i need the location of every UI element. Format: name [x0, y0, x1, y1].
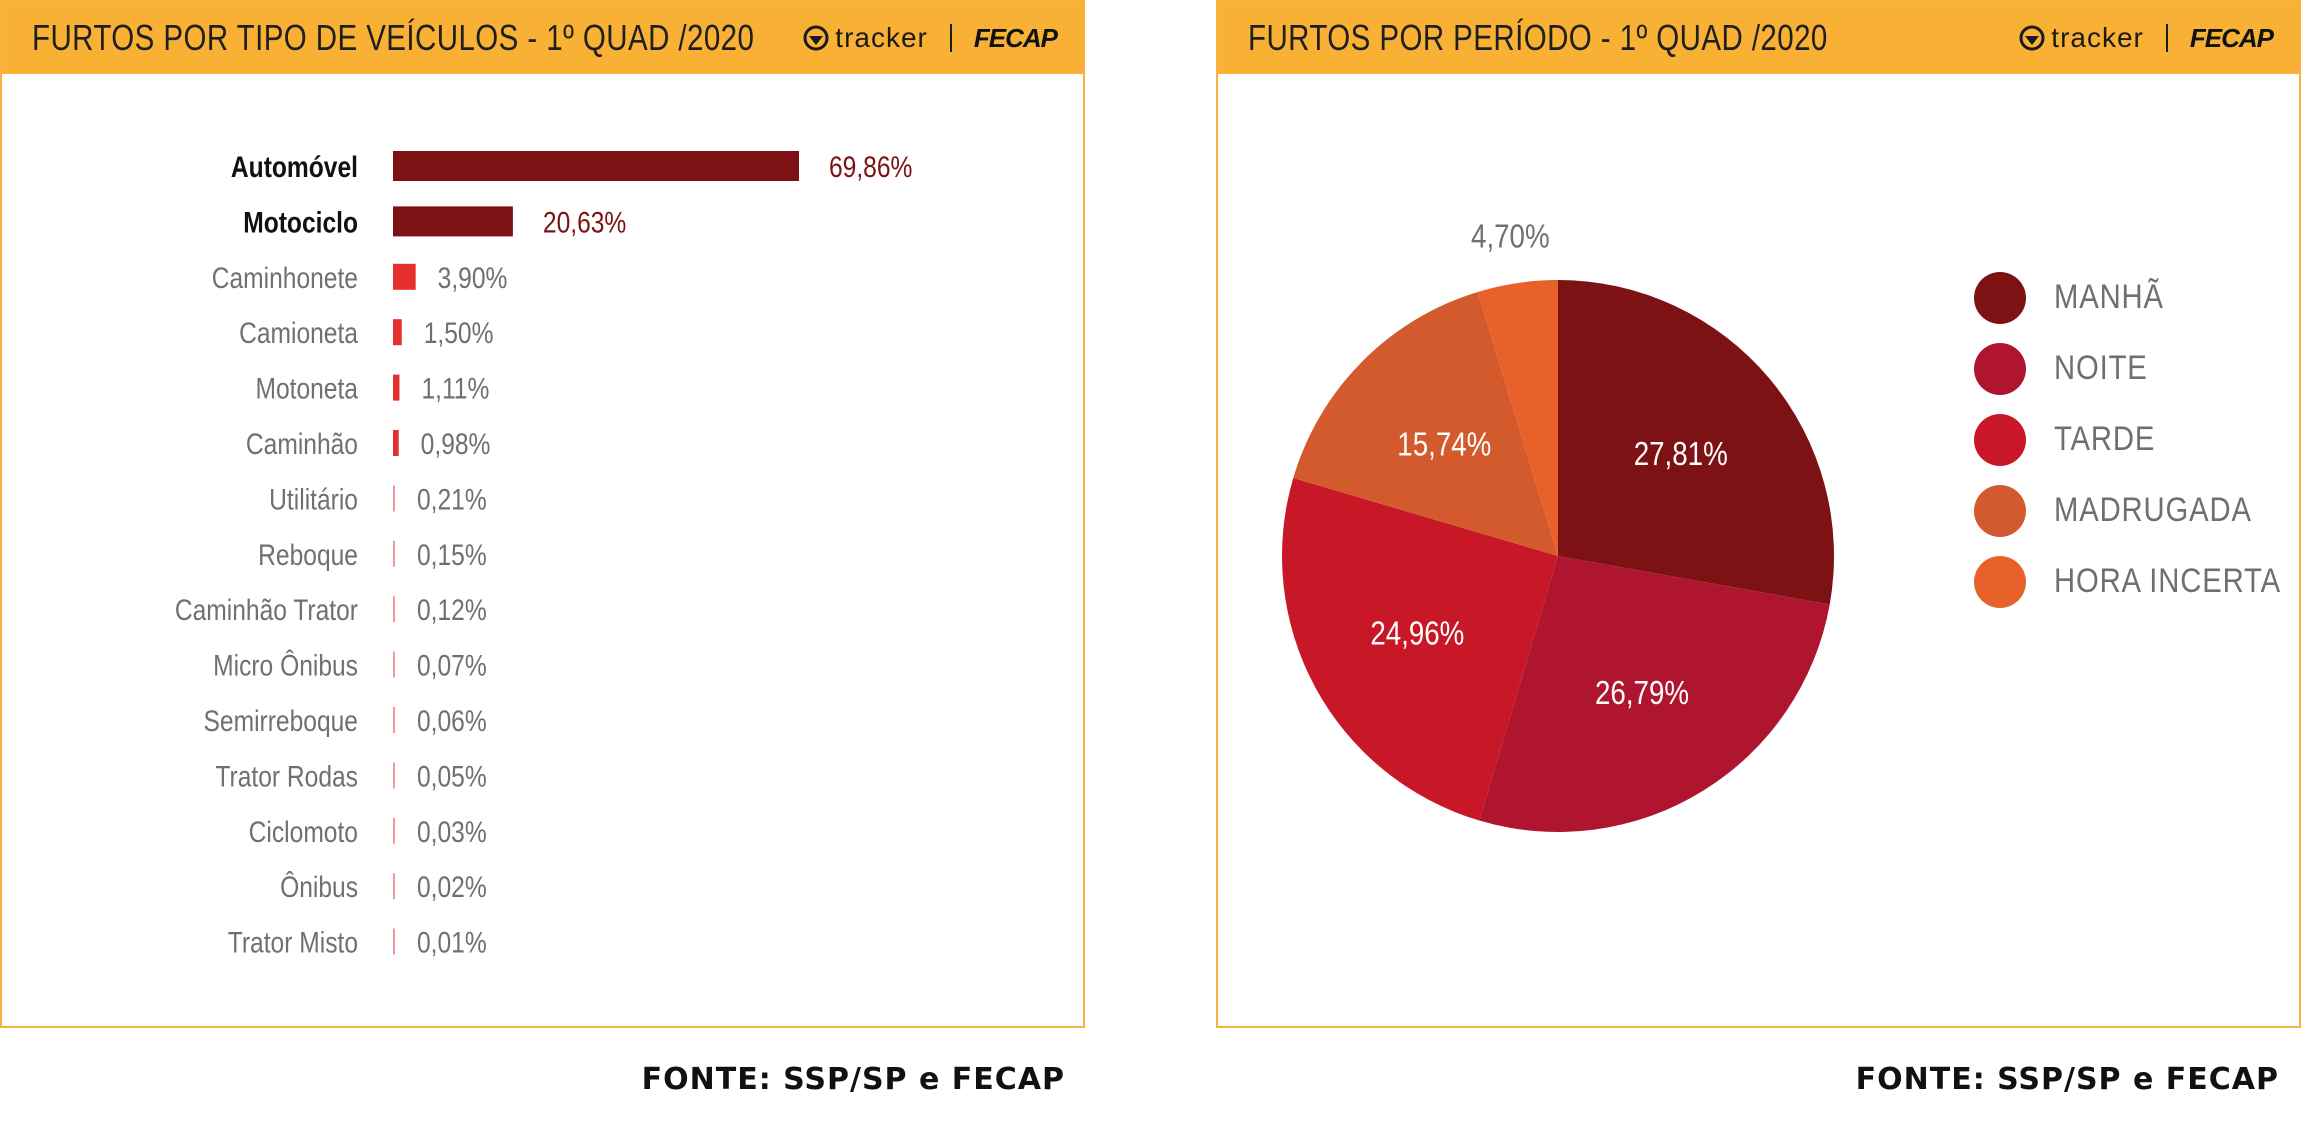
legend-item: MANHÃ [1974, 262, 2301, 333]
bar [393, 430, 399, 456]
slice-label: 24,96% [1370, 615, 1464, 652]
partner-logo: FECAP [2189, 22, 2274, 53]
bar [393, 762, 395, 789]
bar [393, 485, 395, 512]
source-note: FONTE: SSP/SP e FECAP [1855, 1062, 2279, 1097]
category-label: Caminhão [246, 427, 358, 461]
legend-label: TARDE [2054, 420, 2156, 458]
category-label: Semirreboque [204, 704, 358, 738]
data-label: 0,06% [417, 704, 487, 738]
partner-logo: FECAP [973, 22, 1058, 53]
data-label: 0,01% [417, 925, 487, 959]
pie-chart: 27,81% 26,79% 24,96% 15,74% 4,70% [1282, 218, 1834, 832]
panel-header: FURTOS POR PERÍODO - 1º QUAD /2020 track… [1218, 2, 2299, 74]
brand-divider [2165, 24, 2168, 52]
brand-divider [949, 24, 952, 52]
legend-swatch [1974, 413, 2026, 466]
source-note: FONTE: SSP/SP e FECAP [641, 1062, 1065, 1097]
pie-slice [1282, 477, 1558, 821]
slice-label: 15,74% [1397, 426, 1491, 463]
panel-header: FURTOS POR TIPO DE VEÍCULOS - 1º QUAD /2… [2, 2, 1083, 74]
category-label: Utilitário [269, 482, 358, 516]
data-label: 0,98% [421, 427, 491, 461]
category-label: Caminhonete [212, 260, 358, 294]
pie-legend: MANHÃ NOITE TARDE MADRUGADA HORA INCERTA [1974, 262, 2301, 617]
chart-title: FURTOS POR PERÍODO - 1º QUAD /2020 [1248, 17, 1828, 58]
category-label: Motoneta [255, 371, 358, 405]
slice-label: 4,70% [1471, 218, 1550, 255]
slice-label: 27,81% [1634, 436, 1728, 473]
bar [393, 873, 395, 900]
category-label: Automóvel [231, 150, 358, 184]
pie-slice [1293, 291, 1558, 556]
data-label: 1,50% [424, 316, 494, 350]
category-label: Micro Ônibus [213, 648, 358, 682]
bar [393, 651, 395, 678]
legend-item: HORA INCERTA [1974, 546, 2301, 617]
bar [393, 596, 395, 623]
category-label: Ônibus [280, 870, 358, 904]
bar [393, 817, 395, 844]
chart-title: FURTOS POR TIPO DE VEÍCULOS - 1º QUAD /2… [32, 17, 755, 58]
bar-chart: Automóvel 69,86% Motociclo 20,63% Caminhonet… [175, 150, 913, 960]
bar [393, 151, 799, 181]
pie-slice [1558, 280, 1834, 605]
legend-label: HORA INCERTA [2054, 562, 2281, 600]
legend-item: TARDE [1974, 404, 2301, 475]
data-label: 0,03% [417, 814, 487, 848]
vehicle-type-panel: FURTOS POR TIPO DE VEÍCULOS - 1º QUAD /2… [0, 0, 1085, 1028]
legend-label: NOITE [2054, 349, 2148, 387]
data-label: 0,05% [417, 759, 487, 793]
category-label: Trator Rodas [215, 759, 358, 793]
legend-swatch [1974, 271, 2026, 324]
legend-label: MANHÃ [2054, 278, 2164, 316]
data-label: 0,02% [417, 870, 487, 904]
bar [393, 707, 395, 733]
slice-label: 26,79% [1595, 675, 1689, 712]
category-label: Ciclomoto [249, 814, 358, 848]
bar [393, 319, 402, 346]
brand-name: tracker [835, 22, 928, 53]
bar [393, 263, 416, 290]
category-label: Trator Misto [228, 925, 358, 959]
bar [393, 374, 400, 401]
category-label: Caminhão Trator [175, 593, 358, 627]
data-label: 1,11% [421, 371, 489, 405]
category-label: Motociclo [243, 205, 358, 239]
legend-swatch [1974, 342, 2026, 395]
category-label: Camioneta [239, 316, 359, 350]
bar [393, 540, 395, 567]
legend-item: MADRUGADA [1974, 475, 2301, 546]
data-label: 0,07% [417, 648, 487, 682]
data-label: 69,86% [829, 150, 912, 184]
category-label: Reboque [258, 537, 358, 571]
legend-swatch [1974, 484, 2026, 537]
data-label: 0,15% [417, 537, 487, 571]
data-label: 0,21% [417, 482, 487, 516]
tracker-logo-icon [803, 25, 829, 51]
brand-logos: tracker FECAP [2019, 18, 2274, 58]
data-label: 3,90% [438, 260, 508, 294]
brand-name: tracker [2051, 22, 2144, 53]
bar [393, 928, 395, 955]
period-panel: FURTOS POR PERÍODO - 1º QUAD /2020 track… [1216, 0, 2301, 1028]
pie-slice [1477, 280, 1558, 556]
legend-item: NOITE [1974, 333, 2301, 404]
legend-label: MADRUGADA [2054, 491, 2252, 529]
bar [393, 206, 513, 237]
pie-slice [1479, 556, 1830, 832]
data-label: 20,63% [543, 205, 626, 239]
brand-logos: tracker FECAP [803, 18, 1058, 58]
legend-swatch [1974, 555, 2026, 608]
tracker-logo-icon [2019, 25, 2045, 51]
data-label: 0,12% [417, 593, 487, 627]
